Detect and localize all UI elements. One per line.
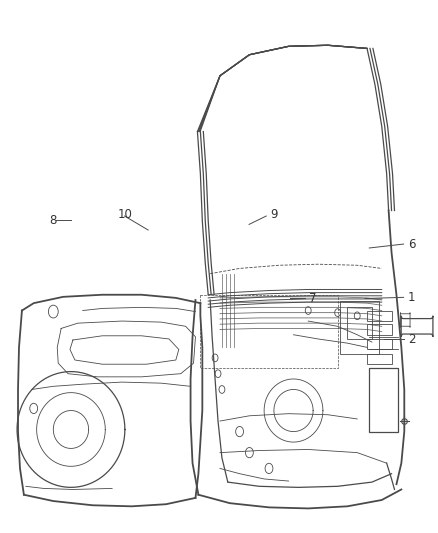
Text: 6: 6 [408,238,415,251]
Bar [367,354,392,364]
Text: 7: 7 [309,292,317,305]
Bar [367,311,392,321]
Text: 1: 1 [408,291,415,304]
Text: 2: 2 [408,333,415,346]
Text: 8: 8 [49,214,57,227]
Bar [339,301,379,354]
Bar [369,368,399,432]
Text: 9: 9 [271,208,278,221]
Bar [367,339,392,350]
Bar [347,308,372,339]
Bar [367,324,392,335]
Text: 10: 10 [118,208,133,221]
